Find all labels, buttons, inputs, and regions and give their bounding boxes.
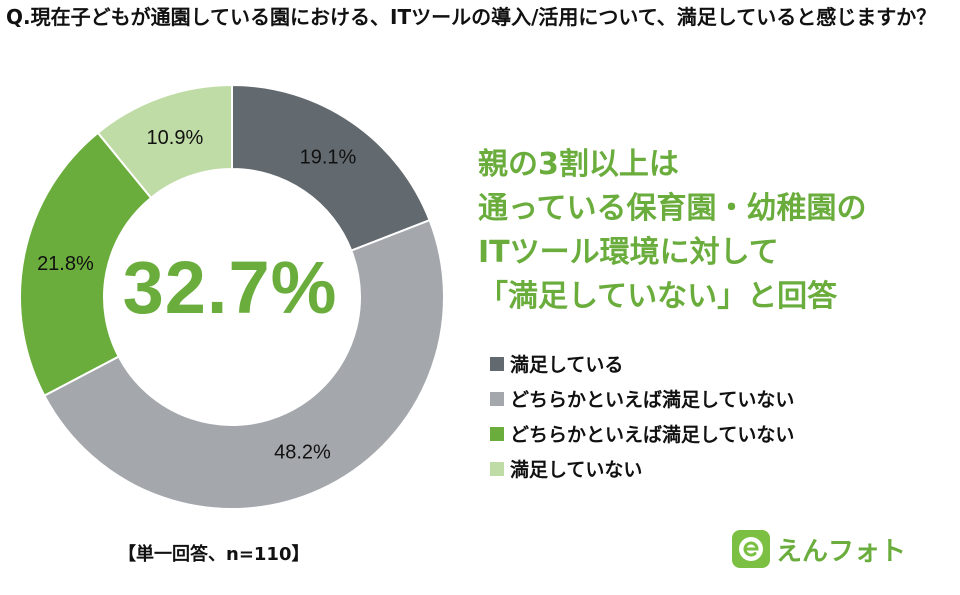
slice-label: 19.1% xyxy=(300,147,357,169)
legend-item: 満足している xyxy=(490,346,794,381)
donut-slice xyxy=(19,131,153,397)
legend-label: どちらかといえば満足していない xyxy=(510,389,795,411)
e-logo-icon xyxy=(732,530,770,568)
slice-label: 10.9% xyxy=(147,127,204,149)
legend-label: どちらかといえば満足していない xyxy=(510,424,795,446)
brand-name: えんフォト xyxy=(776,536,907,567)
legend-item: 満足していない xyxy=(490,451,794,486)
legend-item: どちらかといえば満足していない xyxy=(490,381,794,416)
headline: 親の3割以上は 通っている保育園・幼稚園の ITツール環境に対して 「満足してい… xyxy=(478,143,948,319)
question-title: Q.現在子どもが通園している園における、ITツールの導入/活用について、満足して… xyxy=(6,5,937,29)
slice-label: 21.8% xyxy=(37,253,94,275)
donut-chart: 19.1% 48.2% 21.8% 10.9% xyxy=(19,83,445,510)
headline-line-3: ITツール環境に対して xyxy=(478,235,779,270)
headline-line-1: 親の3割以上は xyxy=(478,147,679,182)
donut-slice xyxy=(42,218,445,510)
center-value: 32.7% xyxy=(122,246,338,329)
headline-line-2: 通っている保育園・幼稚園の xyxy=(478,191,867,226)
legend-swatch xyxy=(490,461,504,476)
headline-line-4: 「満足していない」と回答 xyxy=(478,279,838,314)
legend-label: 満足していない xyxy=(510,459,643,481)
legend-item: どちらかといえば満足していない xyxy=(490,416,794,451)
legend: 満足している どちらかといえば満足していない どちらかといえば満足していない 満… xyxy=(490,346,794,486)
legend-swatch xyxy=(490,426,504,441)
legend-swatch xyxy=(490,391,504,406)
brand-logo: えんフォト xyxy=(732,530,906,568)
sample-note: 【単一回答、n=110】 xyxy=(118,544,310,565)
slice-label: 48.2% xyxy=(274,442,331,464)
donut-slice xyxy=(96,83,233,200)
legend-swatch xyxy=(490,356,504,371)
legend-label: 満足している xyxy=(510,354,624,376)
